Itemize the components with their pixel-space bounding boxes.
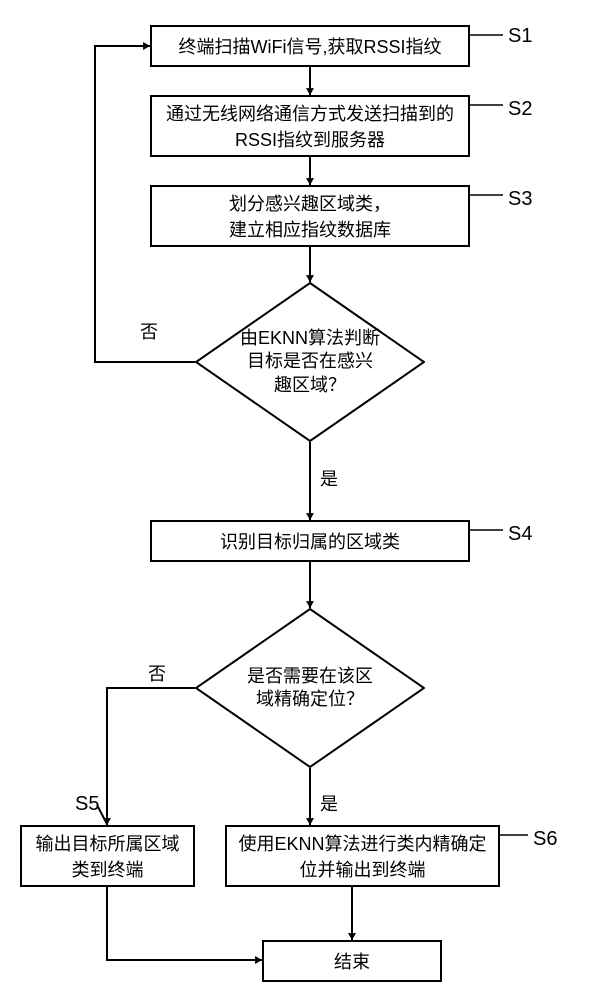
node-text: 识别目标归属的区域类 xyxy=(220,528,400,554)
edge-label: 否 xyxy=(148,660,166,686)
step-label-s2: S2 xyxy=(508,98,532,121)
flow-decision-d1: 由EKNN算法判断目标是否在感兴趣区域？ xyxy=(195,282,425,442)
step-label-s5: S5 xyxy=(75,793,99,816)
step-label-s3: S3 xyxy=(508,188,532,211)
node-text: 划分感兴趣区域类， 建立相应指纹数据库 xyxy=(229,190,391,242)
step-label-s1: S1 xyxy=(508,25,532,48)
edge-label: 是 xyxy=(320,465,338,491)
node-text: 是否需要在该区域精确定位？ xyxy=(239,643,382,733)
flow-node-s5: 输出目标所属区域类到终端 xyxy=(20,825,195,887)
flow-node-s1: 终端扫描WiFi信号,获取RSSI指纹 xyxy=(150,25,470,67)
flow-decision-d2: 是否需要在该区域精确定位？ xyxy=(195,608,425,768)
node-text: 结束 xyxy=(334,948,370,974)
flow-node-s2: 通过无线网络通信方式发送扫描到的RSSI指纹到服务器 xyxy=(150,95,470,157)
edge-label: 否 xyxy=(140,318,158,344)
node-text: 终端扫描WiFi信号,获取RSSI指纹 xyxy=(179,33,442,59)
flow-node-s3: 划分感兴趣区域类， 建立相应指纹数据库 xyxy=(150,185,470,247)
node-text: 输出目标所属区域类到终端 xyxy=(32,830,183,882)
node-text: 由EKNN算法判断目标是否在感兴趣区域？ xyxy=(239,317,382,407)
flow-node-s6: 使用EKNN算法进行类内精确定位并输出到终端 xyxy=(225,825,500,887)
flow-node-s4: 识别目标归属的区域类 xyxy=(150,520,470,562)
node-text: 使用EKNN算法进行类内精确定位并输出到终端 xyxy=(237,830,488,882)
flow-node-end: 结束 xyxy=(262,940,442,982)
step-label-s6: S6 xyxy=(533,828,557,851)
step-label-s4: S4 xyxy=(508,523,532,546)
edge-label: 是 xyxy=(320,790,338,816)
node-text: 通过无线网络通信方式发送扫描到的RSSI指纹到服务器 xyxy=(162,100,458,152)
